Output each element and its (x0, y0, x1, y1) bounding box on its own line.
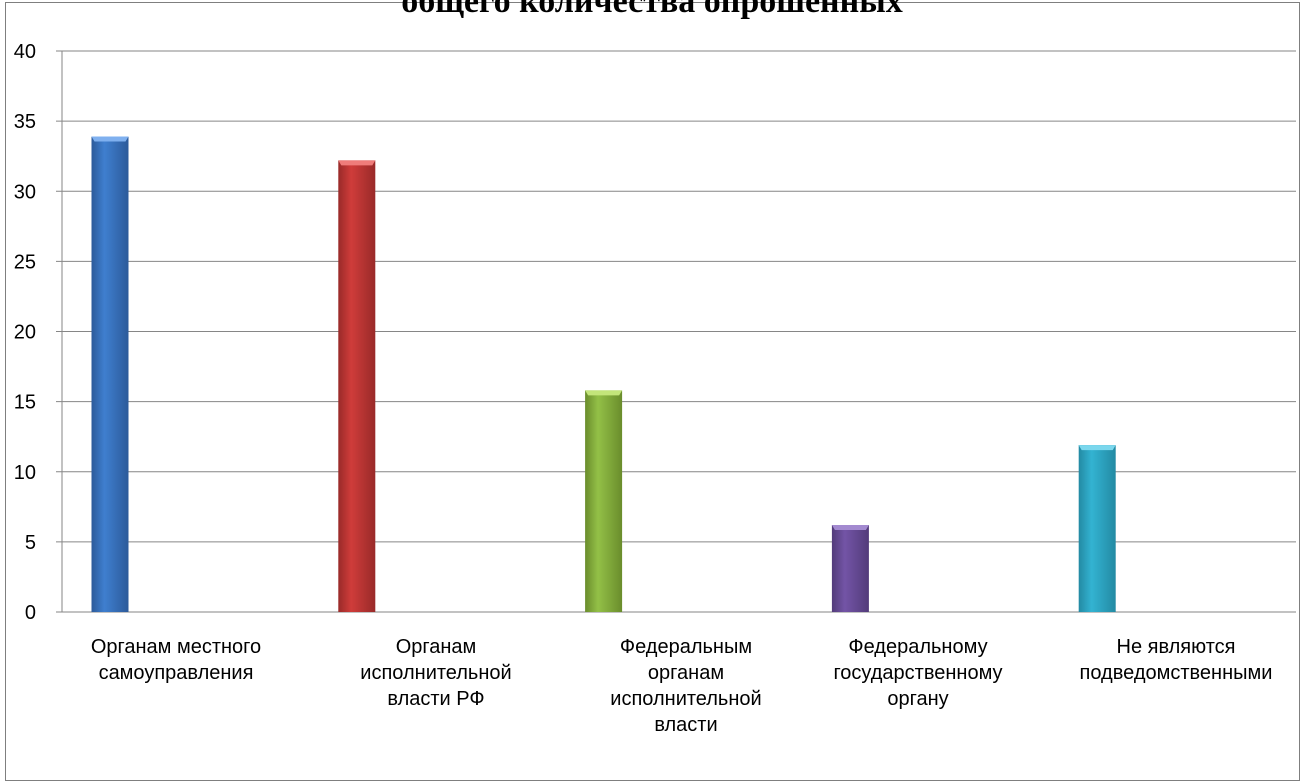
y-tick-label: 10 (14, 462, 36, 484)
x-category-label: Органам местного (91, 636, 261, 658)
x-category-label: Федеральным (620, 636, 752, 658)
y-tick-label: 15 (14, 392, 36, 414)
bar-top-bevel (338, 160, 376, 166)
x-category-label: самоуправления (99, 662, 254, 684)
bar (585, 390, 623, 612)
x-category-label: подведомственными (1080, 662, 1273, 684)
bar (91, 136, 129, 613)
x-category-label: власти (654, 714, 717, 736)
x-axis-labels: Органам местного самоуправления Органам исп… (91, 636, 1273, 736)
bar-top-bevel (831, 525, 869, 531)
x-category-label: исполнительной (360, 662, 511, 684)
x-category-label: Органам (396, 636, 477, 658)
x-category-label: органу (887, 688, 948, 710)
y-tick-label: 35 (14, 111, 36, 133)
x-category-label: органам (648, 662, 724, 684)
bar (831, 525, 869, 612)
bar (338, 160, 376, 612)
y-tick-label: 0 (25, 602, 36, 624)
y-tick-label: 30 (14, 181, 36, 203)
y-tick-label: 40 (14, 41, 36, 63)
bar-top-bevel (585, 390, 623, 396)
x-category-label: Федеральному (848, 636, 987, 658)
chart-title: общего количества опрошенных (401, 0, 903, 20)
bars (91, 136, 1116, 613)
x-category-label: Не являются (1117, 636, 1236, 658)
x-category-label: исполнительной (610, 688, 761, 710)
y-tick-label: 20 (14, 322, 36, 344)
x-category-label: власти РФ (387, 688, 484, 710)
y-axis: 0 5 10 15 20 25 30 35 40 (14, 41, 63, 624)
x-category-label: государственному (833, 662, 1002, 684)
bar-top-bevel (1078, 445, 1116, 451)
y-tick-label: 25 (14, 251, 36, 273)
bar (1078, 445, 1116, 612)
y-tick-label: 5 (25, 532, 36, 554)
bar-top-bevel (91, 136, 129, 142)
